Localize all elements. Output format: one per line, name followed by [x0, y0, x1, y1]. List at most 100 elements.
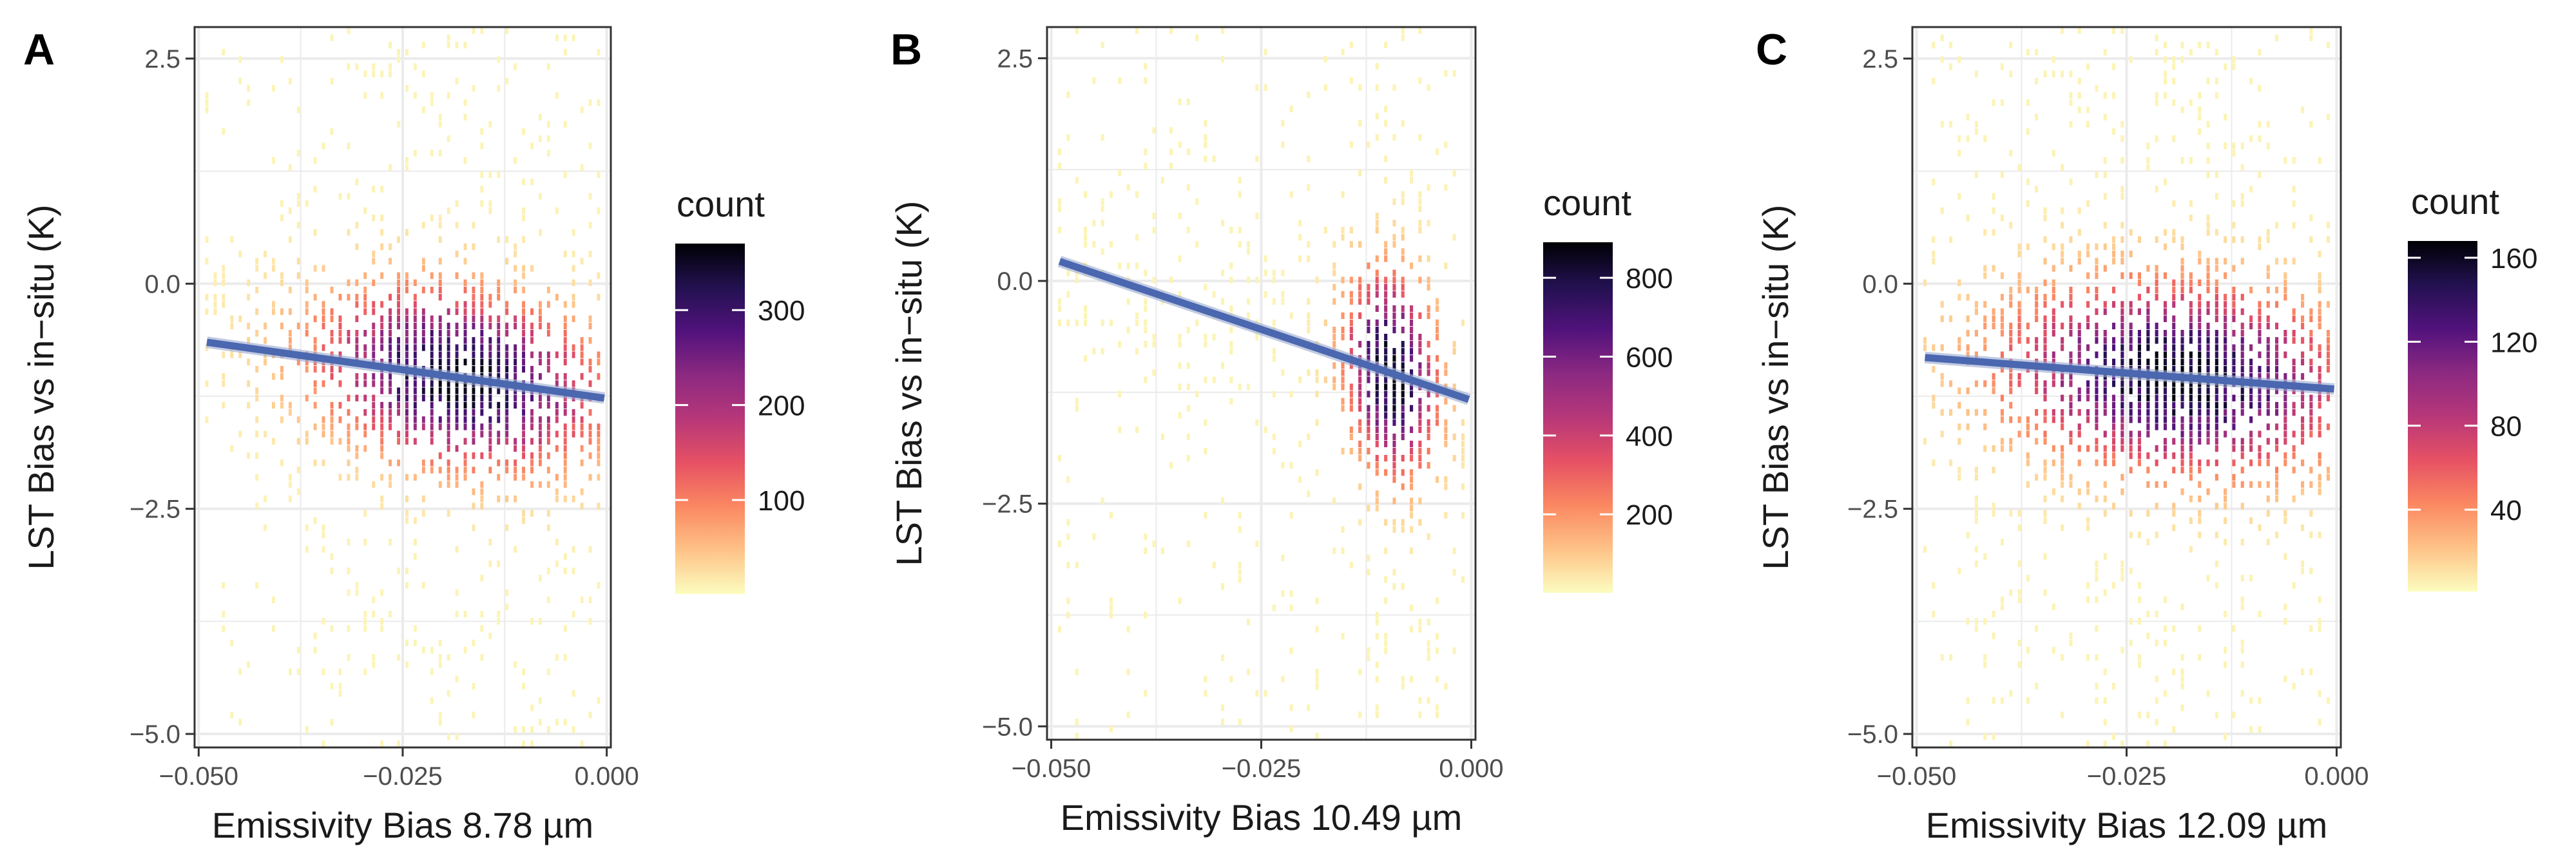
density-bin [421, 467, 425, 474]
density-bin [421, 423, 425, 430]
density-bin [2155, 279, 2158, 286]
density-bin [1436, 412, 1439, 419]
density-bin [2043, 409, 2047, 416]
density-bin [1452, 647, 1456, 654]
density-bin [380, 430, 384, 438]
density-bin [480, 337, 484, 344]
density-bin [2206, 365, 2210, 373]
density-bin [2318, 474, 2321, 481]
density-bin [1401, 483, 1405, 490]
density-bin [514, 358, 517, 365]
density-bin [2026, 697, 2030, 704]
density-bin [522, 330, 525, 337]
density-bin [389, 387, 392, 394]
density-bin [330, 682, 334, 690]
density-bin [1392, 433, 1396, 441]
density-bin [1375, 433, 1379, 441]
density-bin [1358, 383, 1362, 390]
density-bin [530, 726, 533, 733]
density-bin [2061, 380, 2064, 387]
density-bin [2146, 394, 2150, 401]
density-bin [555, 539, 559, 546]
density-bin [2000, 315, 2004, 322]
density-bin [2163, 365, 2167, 373]
density-bin [2240, 200, 2244, 207]
density-bin [1384, 355, 1388, 362]
density-bin [405, 308, 409, 315]
density-bin [2043, 279, 2047, 286]
density-bin [514, 467, 517, 474]
density-bin [322, 740, 325, 747]
density-bin [1221, 583, 1225, 590]
density-bin [472, 488, 476, 496]
density-bin [539, 229, 542, 236]
density-bin [1992, 467, 1995, 474]
density-bin [2249, 394, 2253, 401]
density-bin [1349, 398, 1353, 405]
density-bin [530, 373, 533, 380]
density-bin [1186, 455, 1190, 462]
density-bin [2283, 430, 2287, 438]
density-bin [2146, 322, 2150, 330]
density-bin [1974, 517, 1978, 524]
density-bin [480, 394, 484, 401]
density-bin [572, 416, 575, 423]
density-bin [363, 618, 367, 625]
density-bin [1349, 334, 1353, 341]
density-bin [2326, 330, 2330, 337]
density-bin [588, 193, 592, 200]
density-bin [288, 344, 292, 351]
density-bin [1384, 433, 1388, 441]
density-bin [413, 351, 417, 358]
density-bin [2120, 344, 2124, 351]
density-bin [2232, 711, 2236, 718]
density-bin [472, 315, 476, 322]
density-bin [1160, 547, 1164, 554]
density-bin [430, 697, 434, 704]
density-bin [1247, 298, 1251, 305]
density-bin [2326, 222, 2330, 229]
density-bin [2095, 171, 2099, 178]
density-bin [2172, 337, 2176, 344]
density-bin [2017, 308, 2021, 315]
density-bin [463, 646, 467, 654]
density-bin [1410, 334, 1414, 341]
density-bin [2266, 394, 2270, 401]
density-bin [338, 416, 342, 423]
y-tick-label: 2.5 [144, 45, 180, 73]
density-bin [2017, 286, 2021, 294]
density-bin [347, 654, 351, 661]
density-bin [1410, 405, 1414, 412]
density-bin [2095, 380, 2099, 387]
density-bin [2137, 308, 2141, 315]
density-bin [2189, 452, 2193, 459]
density-bin [280, 200, 284, 207]
density-bin [1307, 319, 1311, 327]
density-bin [389, 459, 392, 467]
density-bin [322, 380, 325, 387]
density-bin [1118, 262, 1122, 269]
density-bin [505, 365, 509, 373]
density-bin [2069, 351, 2073, 358]
density-bin [1392, 569, 1396, 576]
density-bin [597, 697, 601, 704]
density-bin [505, 322, 509, 330]
density-bin [472, 365, 476, 373]
density-bin [2146, 740, 2150, 747]
density-bin [2266, 337, 2270, 344]
density-bin [421, 70, 425, 77]
density-bin [2026, 430, 2030, 438]
density-bin [1436, 305, 1439, 312]
density-bin [1401, 284, 1405, 291]
density-bin [546, 430, 550, 438]
density-bin [2077, 106, 2081, 113]
density-bin [347, 474, 351, 481]
density-bin [1221, 27, 1225, 34]
density-bin [1341, 526, 1345, 533]
density-bin [1058, 626, 1062, 633]
density-bin [1272, 390, 1276, 398]
density-bin [1375, 334, 1379, 341]
density-bin [1384, 334, 1388, 341]
density-bin [1392, 284, 1396, 291]
